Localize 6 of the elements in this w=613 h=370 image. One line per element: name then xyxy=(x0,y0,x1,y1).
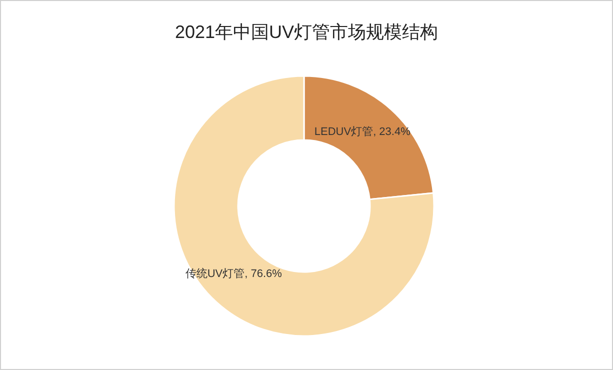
chart-title: 2021年中国UV灯管市场规模结构 xyxy=(174,22,438,42)
data-label: , 76.6% xyxy=(244,268,282,280)
donut-slice xyxy=(173,75,435,337)
slice-label: 传统UV灯管 xyxy=(185,267,245,280)
slice-label: LEDUV灯管 xyxy=(314,126,374,138)
data-label: , 23.4% xyxy=(373,126,411,138)
